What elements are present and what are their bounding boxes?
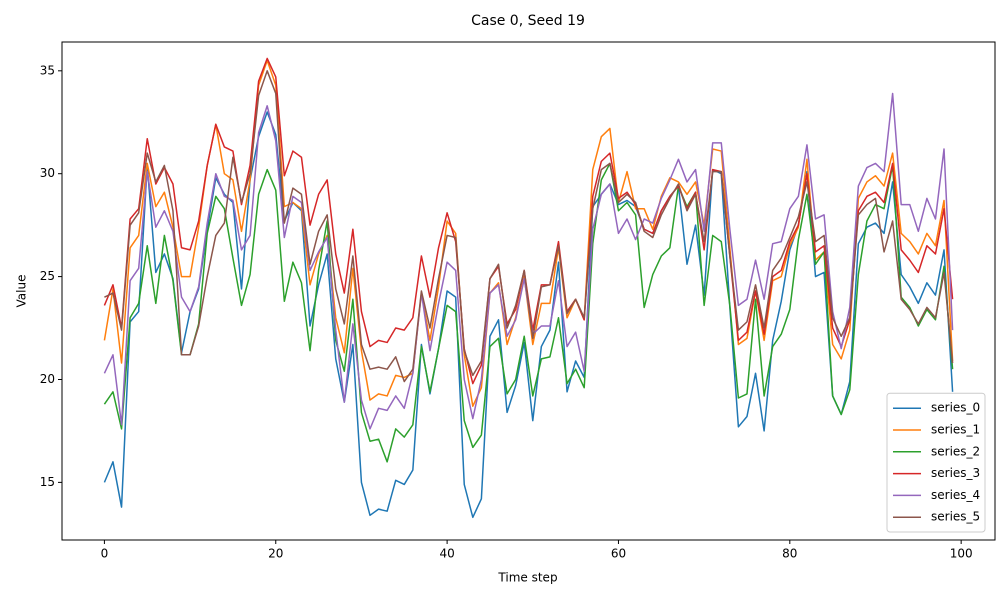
y-tick-label: 20 [40, 372, 55, 386]
chart-title: Case 0, Seed 19 [471, 13, 585, 29]
y-tick-label: 30 [40, 166, 55, 180]
series-line [104, 70, 954, 383]
y-tick-label: 15 [40, 475, 55, 489]
legend-box [886, 392, 986, 533]
series-line [103, 162, 954, 463]
legend-label: series_2 [931, 444, 980, 458]
plot-frame [61, 41, 996, 541]
legend-label: series_5 [931, 510, 980, 524]
x-axis-label: Time step [497, 571, 557, 585]
x-tick-label: 100 [950, 547, 973, 561]
x-tick-label: 60 [611, 547, 626, 561]
x-tick-label: 40 [439, 547, 454, 561]
x-tick-label: 80 [782, 547, 797, 561]
legend-label: series_4 [931, 488, 980, 502]
legend-label: series_0 [931, 401, 980, 415]
y-axis-label: Value [15, 275, 29, 308]
x-tick-label: 0 [101, 547, 109, 561]
y-tick-label: 25 [40, 269, 55, 283]
x-tick-label: 20 [268, 547, 283, 561]
y-tick-label: 35 [40, 63, 55, 77]
legend-label: series_3 [931, 466, 980, 480]
legend-label: series_1 [931, 423, 980, 437]
